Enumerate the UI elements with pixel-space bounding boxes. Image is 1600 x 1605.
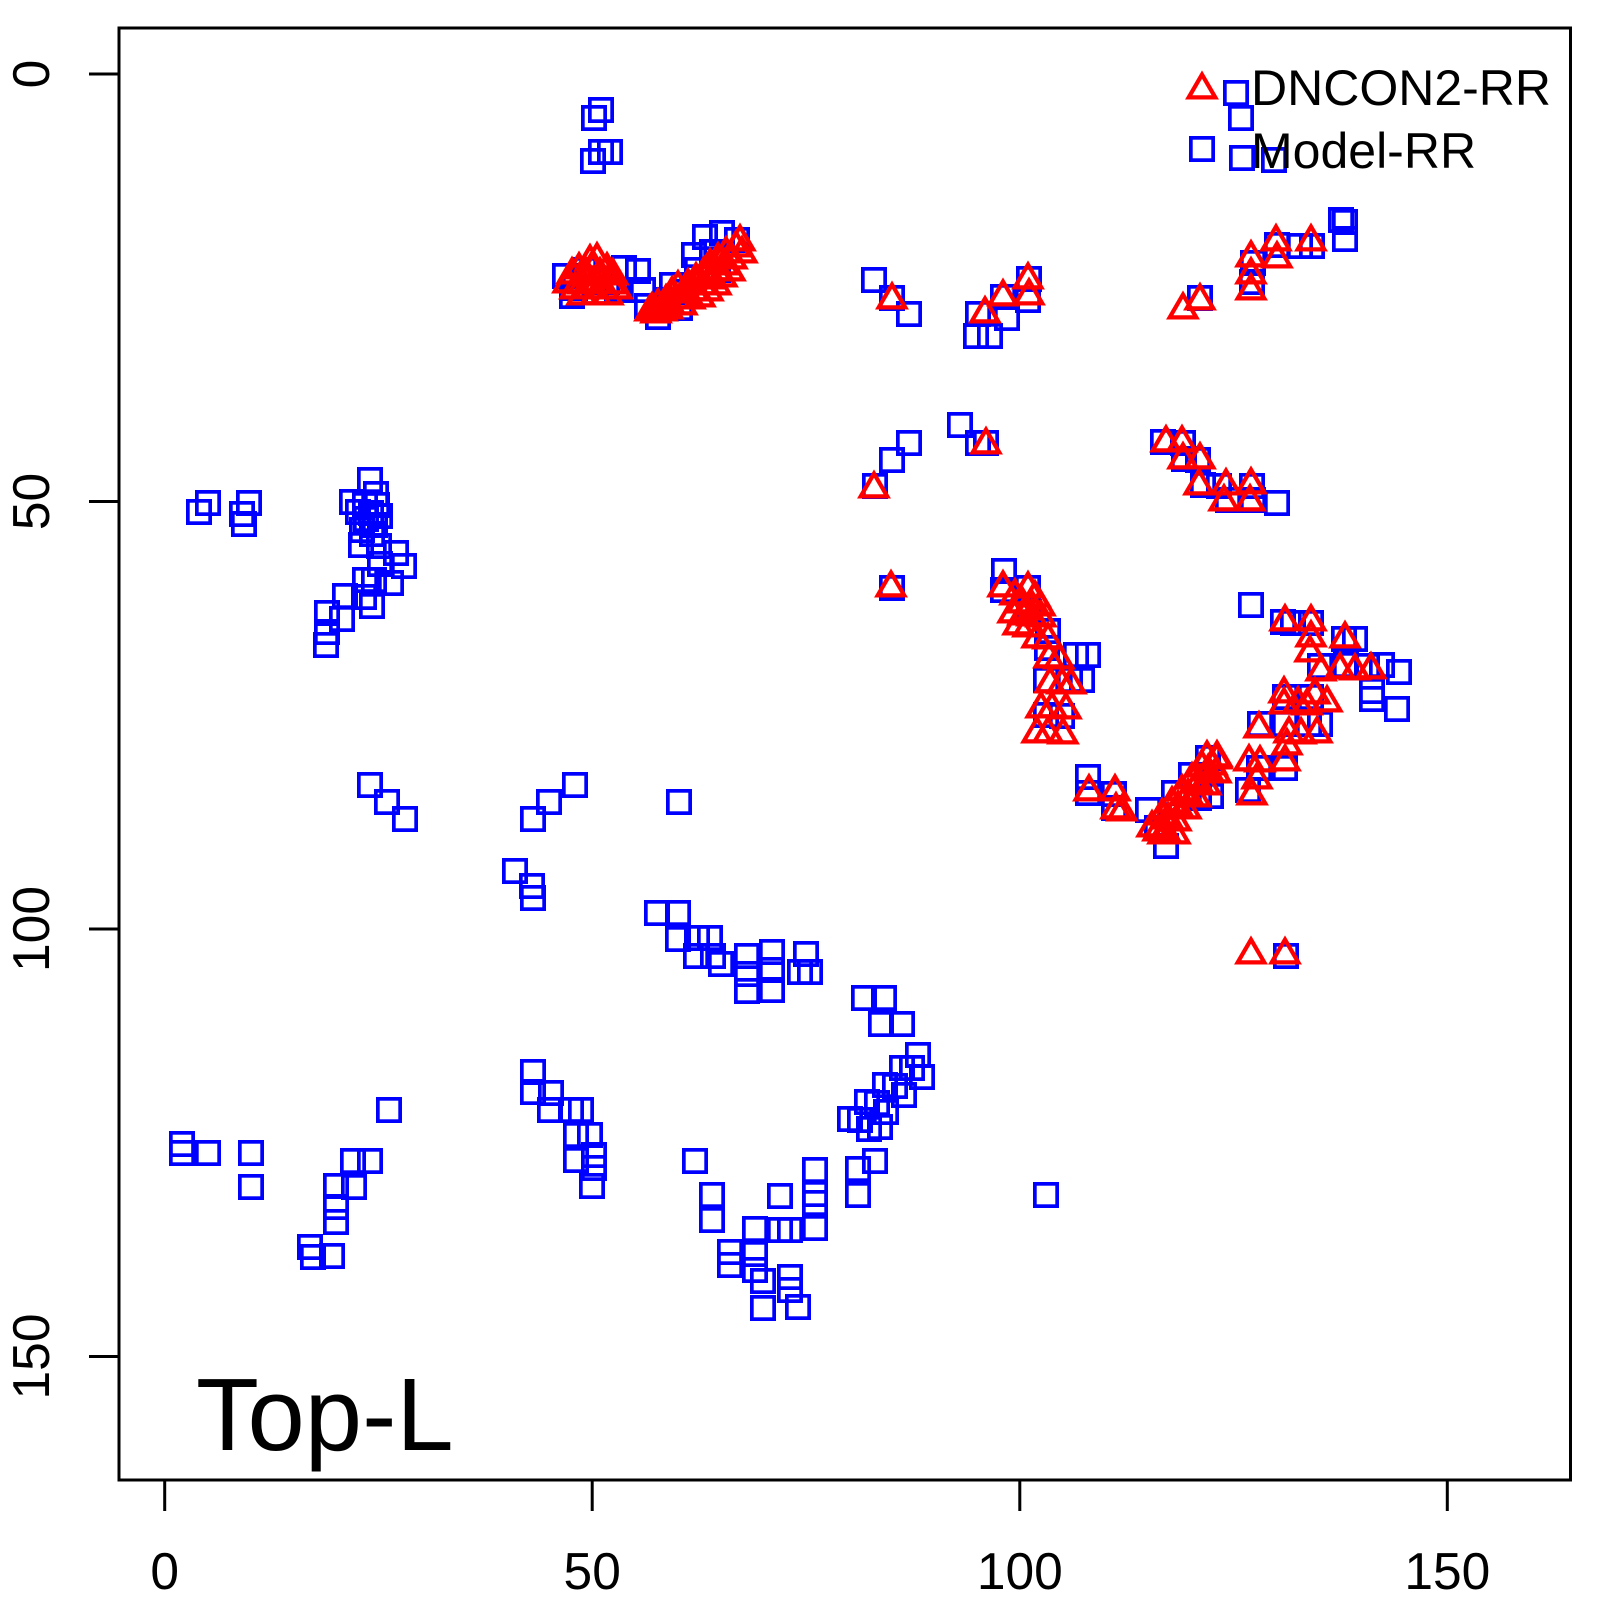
svg-text:50: 50 [2, 473, 60, 530]
svg-text:150: 150 [1404, 1542, 1490, 1600]
svg-text:0: 0 [2, 60, 60, 89]
svg-text:Top-L: Top-L [196, 1357, 454, 1472]
svg-text:50: 50 [564, 1542, 621, 1600]
svg-text:150: 150 [2, 1314, 60, 1400]
svg-text:0: 0 [150, 1542, 179, 1600]
svg-text:Model-RR: Model-RR [1251, 123, 1476, 179]
svg-text:DNCON2-RR: DNCON2-RR [1251, 60, 1551, 116]
svg-text:100: 100 [977, 1542, 1063, 1600]
svg-text:100: 100 [2, 886, 60, 972]
